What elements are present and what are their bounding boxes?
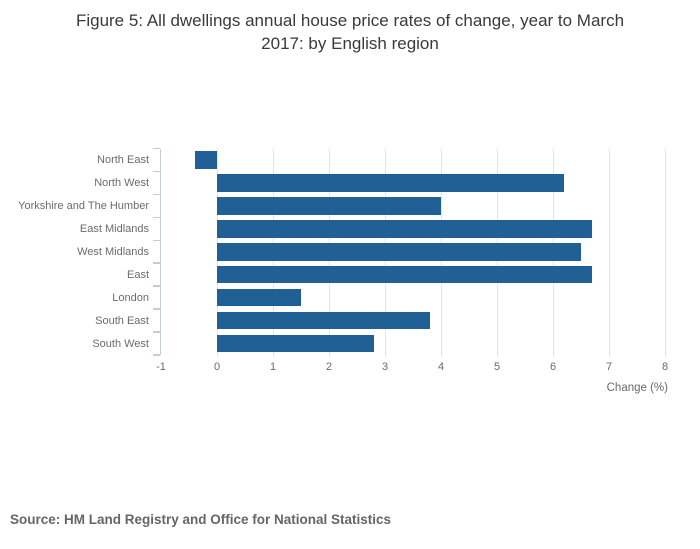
y-axis-tick xyxy=(153,216,160,219)
x-axis-tick-label: 6 xyxy=(549,361,557,373)
y-axis-label: North West xyxy=(94,176,149,189)
x-axis-title: Change (%) xyxy=(606,382,668,394)
x-axis-tick-label: 2 xyxy=(325,361,333,373)
chart-bar xyxy=(217,334,374,353)
y-axis-tick xyxy=(153,170,160,173)
x-axis-tick-label: 7 xyxy=(605,361,613,373)
y-axis-tick xyxy=(153,193,160,196)
y-axis-label: East Midlands xyxy=(79,222,149,235)
source-note: Source: HM Land Registry and Office for … xyxy=(10,512,392,527)
x-axis-tick-label: 4 xyxy=(437,361,445,373)
y-axis-label: East xyxy=(126,268,149,281)
chart-bar xyxy=(217,311,430,330)
x-axis-tick-label: -1 xyxy=(156,361,166,373)
chart-bar xyxy=(217,288,301,307)
chart-bar xyxy=(217,197,441,215)
y-axis-tick xyxy=(153,308,160,310)
y-axis-label: South East xyxy=(95,314,149,327)
chart-bar xyxy=(217,243,581,261)
gridline xyxy=(608,148,610,357)
y-axis-tick xyxy=(153,147,160,150)
y-axis-tick xyxy=(153,262,160,264)
x-axis-tick-label: 1 xyxy=(269,361,277,373)
x-axis-tick-label: 8 xyxy=(661,361,669,373)
y-axis-tick xyxy=(153,331,160,333)
y-axis-tick xyxy=(153,354,160,356)
x-axis-tick-label: 3 xyxy=(381,361,389,373)
chart-bar xyxy=(217,265,593,284)
chart-title: Figure 5: All dwellings annual house pri… xyxy=(75,11,625,53)
chart-bar xyxy=(194,151,217,169)
y-axis-tick xyxy=(153,239,160,242)
y-axis-label: London xyxy=(112,291,149,304)
y-axis-line xyxy=(159,148,161,355)
chart-bar xyxy=(217,220,593,238)
chart-bar xyxy=(217,174,565,192)
y-axis-label: West Midlands xyxy=(77,245,149,258)
y-axis-tick xyxy=(153,285,160,287)
y-axis-label: South West xyxy=(92,337,149,350)
x-axis-tick-label: 5 xyxy=(493,361,501,373)
gridline xyxy=(664,148,666,357)
y-axis-label: North East xyxy=(97,153,149,166)
y-axis-label: Yorkshire and The Humber xyxy=(18,199,149,212)
x-axis-tick-label: 0 xyxy=(213,361,221,373)
